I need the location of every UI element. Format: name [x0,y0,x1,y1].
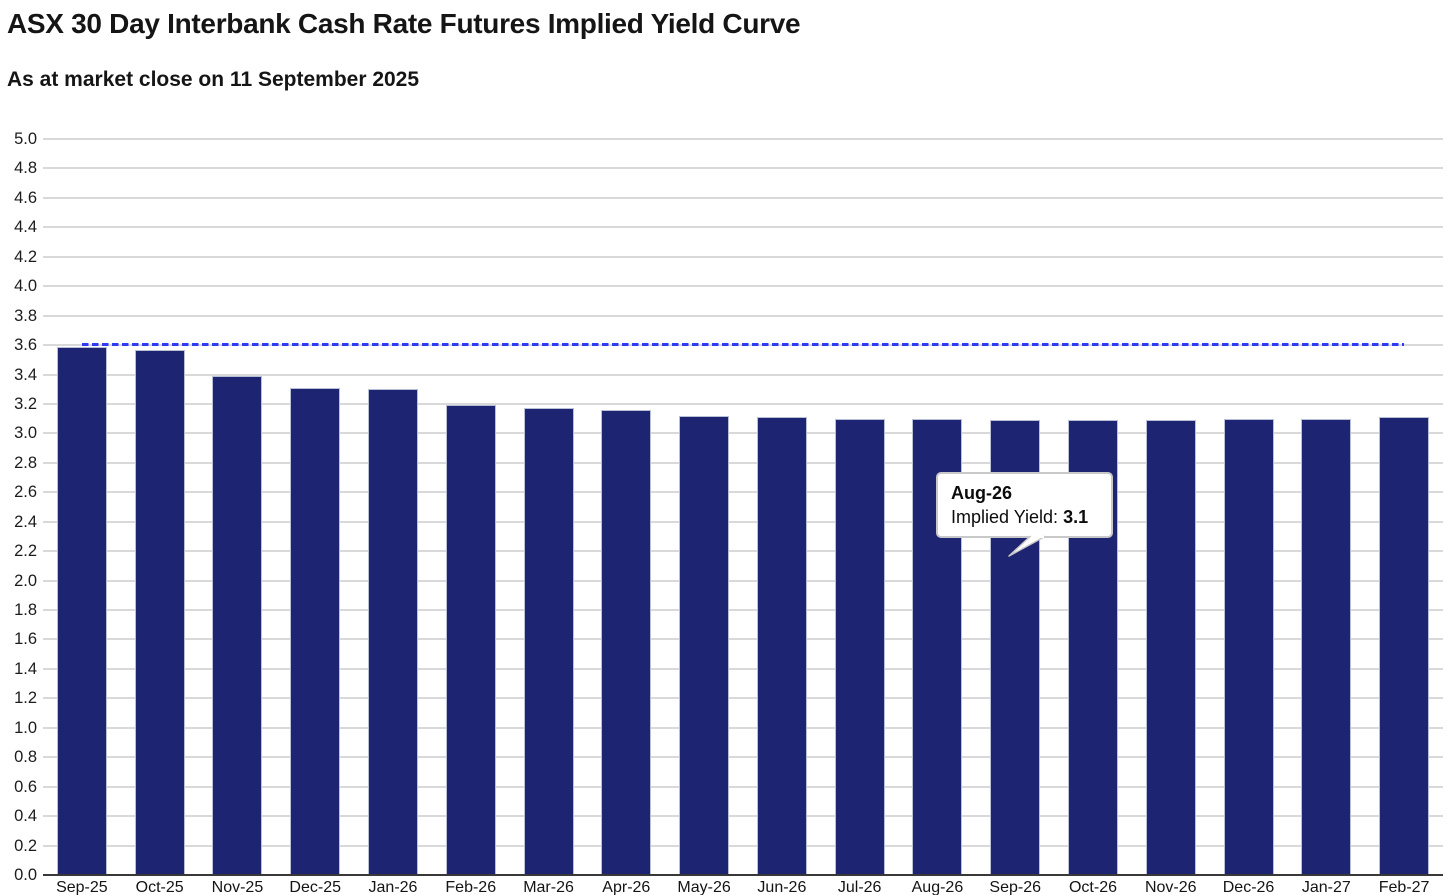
x-tick-label: Sep-26 [989,879,1041,895]
x-tick-label: Feb-27 [1378,879,1430,895]
bar-jun-26[interactable] [756,417,807,875]
y-tick-label: 4.6 [14,188,37,207]
y-tick-label: 5.0 [14,130,37,148]
gridline [43,844,1443,847]
y-tick-label: 2.2 [14,542,37,561]
bar-sep-25[interactable] [56,346,107,875]
chart-title: ASX 30 Day Interbank Cash Rate Futures I… [7,8,801,39]
y-tick-label: 1.6 [14,630,37,649]
tooltip-title: Aug-26 [951,483,1013,503]
gridline [43,550,1443,553]
gridline [43,609,1443,612]
bar-feb-26[interactable] [445,405,496,875]
gridline [43,226,1443,229]
tooltip-tail-icon [1008,535,1046,557]
y-tick-label: 1.8 [14,601,37,620]
x-tick-label: Apr-26 [602,879,651,895]
gridline [43,756,1443,759]
x-tick-label: Jan-26 [368,879,418,895]
x-tick-label: Jun-26 [757,879,807,895]
x-tick-label: Feb-26 [445,879,497,895]
gridline [43,697,1443,700]
bar-dec-26[interactable] [1223,418,1274,875]
tooltip-value: 3.1 [1063,507,1089,527]
y-tick-label: 0.6 [14,777,37,796]
gridline [43,285,1443,288]
bar-may-26[interactable] [679,415,730,875]
gridline [43,667,1443,670]
y-tick-label: 1.2 [14,689,37,708]
x-tick-label: May-26 [677,879,731,895]
cash-rate-reference-line [81,343,1405,347]
x-tick-label: Mar-26 [523,879,574,895]
gridline [43,638,1443,641]
x-tick-label: Jan-27 [1301,879,1351,895]
y-tick-label: 4.8 [14,159,37,178]
gridline [43,815,1443,818]
x-tick-label: Nov-25 [211,879,264,895]
tooltip-aug-26: Aug-26 Implied Yield: 3.1 [936,472,1113,557]
gridline [43,491,1443,494]
y-tick-label: 2.0 [14,571,37,590]
y-tick-label: 3.6 [14,336,37,355]
bar-nov-25[interactable] [212,376,263,875]
y-tick-label: 2.4 [14,512,37,531]
bar-oct-25[interactable] [134,349,185,875]
x-tick-label: Dec-26 [1222,879,1275,895]
bar-apr-26[interactable] [601,409,652,875]
gridline [43,196,1443,199]
gridline [43,579,1443,582]
x-tick-label: Oct-25 [135,879,184,895]
x-tick-label: Dec-25 [289,879,341,895]
x-axis-line [43,874,1443,876]
gridline [43,314,1443,317]
y-tick-label: 2.6 [14,483,37,502]
y-tick-label: 4.0 [14,277,37,296]
y-tick-label: 2.8 [14,453,37,472]
bar-nov-26[interactable] [1145,420,1196,875]
y-tick-label: 4.2 [14,247,37,266]
gridline [43,373,1443,376]
gridline [43,402,1443,405]
x-tick-label: Oct-26 [1068,879,1117,895]
y-tick-label: 0.2 [14,836,37,855]
gridline [43,785,1443,788]
bar-mar-26[interactable] [523,408,574,875]
bar-jan-27[interactable] [1301,418,1352,875]
y-tick-label: 3.0 [14,424,37,443]
y-tick-label: 3.2 [14,394,37,413]
gridline [43,138,1443,140]
x-tick-label: Aug-26 [911,879,964,895]
tooltip-field-label: Implied Yield: [951,507,1064,527]
gridline [43,167,1443,170]
gridline [43,726,1443,729]
plot-area: Aug-26 Implied Yield: 3.1 Sep-25 Oct-25 No… [43,138,1443,895]
chart-subtitle: As at market close on 11 September 2025 [7,68,420,91]
gridline [43,520,1443,523]
gridline [43,255,1443,258]
y-tick-label: 1.0 [14,718,37,737]
x-tick-label: Sep-25 [56,879,108,895]
y-tick-label: 3.8 [14,306,37,325]
bar-jan-26[interactable] [368,389,418,875]
bar-feb-27[interactable] [1379,417,1430,875]
y-tick-label: 4.4 [14,218,37,237]
x-tick-label: Jul-26 [837,879,882,895]
y-tick-label: 1.4 [14,659,37,678]
bar-jul-26[interactable] [834,418,885,875]
y-tick-label: 0.4 [14,807,37,826]
gridline [43,461,1443,464]
x-tick-label: Nov-26 [1144,879,1197,895]
gridline [43,432,1443,435]
y-tick-label: 0.0 [14,866,37,884]
bar-dec-25[interactable] [290,387,341,875]
y-tick-label: 3.4 [14,365,37,384]
tooltip-value-line: Implied Yield: 3.1 [951,505,1098,530]
y-tick-label: 0.8 [14,748,37,767]
